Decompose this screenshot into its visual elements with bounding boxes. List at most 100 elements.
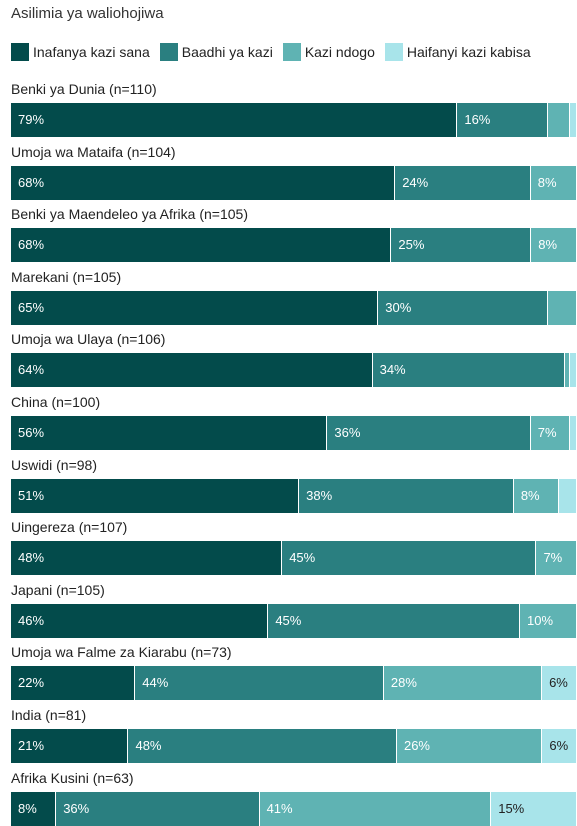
bar-segment: 28% xyxy=(383,666,543,701)
bar-segment: 48% xyxy=(128,729,397,763)
data-label: 8% xyxy=(537,174,557,190)
legend: Inafanya kazi sana Baadhi ya kazi Kazi n… xyxy=(11,43,531,61)
stacked-bar: 56% 36% 7% xyxy=(11,416,576,450)
data-label: 8% xyxy=(18,800,37,816)
chart-title: Asilimia ya waliohojiwa xyxy=(11,5,164,22)
bar-segment: 8% xyxy=(11,791,57,826)
bar-segment: 10% xyxy=(520,603,576,638)
category-label: Benki ya Maendeleo ya Afrika (n=105) xyxy=(11,206,248,223)
bar-segment: 6% xyxy=(542,666,576,701)
bar-segment: 36% xyxy=(327,416,531,450)
bar-segment: 36% xyxy=(56,791,260,826)
data-label: 6% xyxy=(549,738,569,753)
bar-segment: 46% xyxy=(11,603,269,638)
data-label: 38% xyxy=(306,487,333,503)
bar-segment: 64% xyxy=(11,353,373,388)
data-label: 68% xyxy=(18,174,45,190)
legend-item: Inafanya kazi sana xyxy=(11,43,150,61)
data-label: 45% xyxy=(275,612,302,628)
data-label: 25% xyxy=(398,237,425,253)
legend-item: Kazi ndogo xyxy=(282,43,375,61)
legend-swatch xyxy=(11,43,29,61)
category-label: Umoja wa Falme za Kiarabu (n=73) xyxy=(11,644,232,661)
category-label: China (n=100) xyxy=(11,394,101,410)
bar-segment: 22% xyxy=(11,666,136,701)
bar-segment xyxy=(570,103,576,137)
bar-segment: 48% xyxy=(11,541,283,576)
bar-segment: 68% xyxy=(11,228,392,263)
bar-segment: 15% xyxy=(491,791,576,826)
bar-segment: 6% xyxy=(542,729,576,763)
bar-segment: 8% xyxy=(530,165,576,200)
bar-segment: 45% xyxy=(282,541,537,576)
bar-segment: 24% xyxy=(395,165,531,200)
bar-segment: 56% xyxy=(11,416,328,450)
legend-swatch xyxy=(384,43,403,61)
data-label: 44% xyxy=(142,675,169,691)
data-label: 68% xyxy=(18,237,45,253)
bar-segment: 44% xyxy=(135,666,384,701)
data-label: 51% xyxy=(18,487,45,503)
category-label: Uswidi (n=98) xyxy=(11,456,97,473)
stacked-bar: 46% 45% 10% xyxy=(11,603,576,638)
stacked-bar: 21% 48% 26% 6% xyxy=(11,729,576,763)
stacked-bar: 65% 30% xyxy=(11,290,576,325)
bar-segment: 79% xyxy=(11,103,458,137)
data-label: 28% xyxy=(390,675,417,691)
stacked-bar: 51% 38% 8% xyxy=(11,478,576,513)
data-label: 36% xyxy=(334,425,361,440)
data-label: 6% xyxy=(549,675,568,691)
data-label: 34% xyxy=(379,362,406,378)
bar-segment xyxy=(547,290,576,325)
bar-segment xyxy=(570,416,576,450)
data-label: 8% xyxy=(538,237,558,253)
bar-segment: 26% xyxy=(396,729,543,763)
category-label: Umoja wa Mataifa (n=104) xyxy=(11,143,176,160)
data-label: 64% xyxy=(18,362,45,378)
data-label: 15% xyxy=(498,800,525,816)
stacked-bar: 22% 44% 28% 6% xyxy=(11,666,576,701)
bar-segment: 45% xyxy=(268,603,521,638)
bar-segment: 65% xyxy=(11,290,379,325)
bar-segment: 38% xyxy=(299,478,514,513)
bar-segment xyxy=(559,478,576,513)
data-label: 36% xyxy=(63,800,90,816)
bar-segment: 68% xyxy=(11,165,396,200)
data-label: 41% xyxy=(266,800,293,816)
bar-segment xyxy=(570,353,576,388)
data-label: 46% xyxy=(18,612,45,628)
bar-segment xyxy=(564,353,571,388)
category-label: Japani (n=105) xyxy=(11,581,105,598)
data-label: 56% xyxy=(18,425,45,440)
bar-segment: 8% xyxy=(531,228,576,263)
stacked-bar: 79% 16% xyxy=(11,103,576,137)
bar-segment: 7% xyxy=(536,541,576,576)
data-label: 48% xyxy=(135,738,162,753)
data-label: 7% xyxy=(537,425,557,440)
data-label: 10% xyxy=(527,612,554,628)
stacked-bar: 64% 34% xyxy=(11,353,576,388)
bar-segment: 41% xyxy=(259,791,492,826)
bar-segment: 30% xyxy=(378,290,548,325)
stacked-bar: 68% 25% 8% xyxy=(11,228,576,263)
legend-item: Baadhi ya kazi xyxy=(159,43,273,61)
legend-label: Inafanya kazi sana xyxy=(33,44,150,60)
data-label: 21% xyxy=(18,738,45,753)
legend-label: Baadhi ya kazi xyxy=(181,44,273,60)
bar-segment: 7% xyxy=(530,416,571,450)
data-label: 26% xyxy=(403,738,430,753)
data-label: 65% xyxy=(18,299,45,315)
category-label: Afrika Kusini (n=63) xyxy=(11,769,134,786)
stacked-bar: 68% 24% 8% xyxy=(11,165,576,200)
category-label: Uingereza (n=107) xyxy=(11,519,128,536)
legend-swatch xyxy=(159,43,178,61)
category-label: Umoja wa Ulaya (n=106) xyxy=(11,331,166,348)
bar-segment: 34% xyxy=(372,353,565,388)
bar-segment: 25% xyxy=(391,228,532,263)
data-label: 8% xyxy=(520,487,540,503)
data-label: 30% xyxy=(385,299,412,315)
stacked-bar: 48% 45% 7% xyxy=(11,541,576,576)
category-label: Benki ya Dunia (n=110) xyxy=(11,81,157,97)
bar-segment: 8% xyxy=(513,478,560,513)
bar-segment xyxy=(547,103,571,137)
